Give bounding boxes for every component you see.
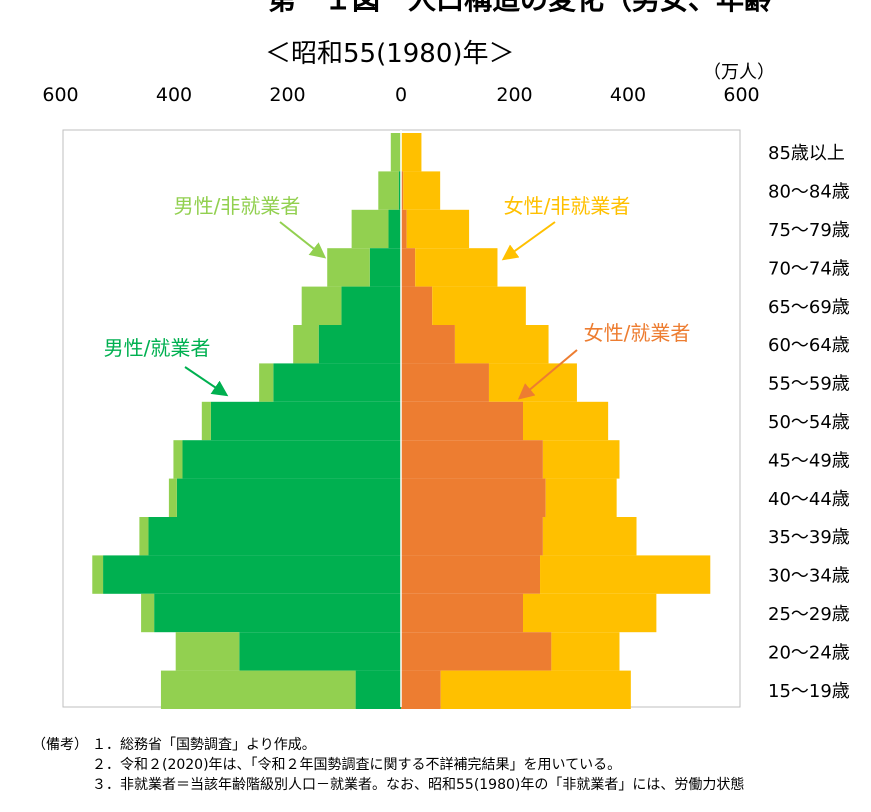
bar-female-employed [401, 363, 489, 402]
bar-male-nonemployed [327, 248, 370, 287]
x-tick-label: 400 [156, 84, 192, 106]
x-tick-label: 400 [610, 84, 646, 106]
bar-female-nonemployed [488, 363, 577, 402]
y-tick-label: 80～84歳 [768, 182, 850, 203]
y-tick-label: 35～39歳 [768, 527, 850, 548]
bar-male-employed [273, 363, 401, 402]
note-1: １．総務省「国勢調査」より作成。 [92, 737, 316, 753]
bar-female-nonemployed [454, 325, 549, 364]
bar-male-nonemployed [175, 632, 240, 671]
bar-female-nonemployed [440, 670, 631, 709]
bar-male-employed [210, 401, 401, 441]
bar-female-employed [401, 593, 524, 633]
bar-female-employed [401, 401, 524, 441]
bar-male-employed [182, 440, 401, 479]
y-tick-label: 70～74歳 [768, 258, 850, 279]
y-tick-label: 40～44歳 [768, 489, 850, 510]
bar-male-nonemployed [160, 670, 356, 709]
x-tick-label: 600 [723, 84, 759, 106]
bar-male-nonemployed [168, 478, 177, 517]
y-tick-label: 15～19歳 [768, 681, 850, 702]
bar-female-employed [401, 209, 407, 249]
bar-female-nonemployed [432, 286, 526, 325]
bar-female-nonemployed [403, 171, 441, 210]
y-tick-label: 20～24歳 [768, 642, 850, 663]
annotation-label: 男性/非就業者 [174, 194, 301, 218]
bar-female-employed [401, 478, 546, 517]
bar-male-nonemployed [390, 133, 401, 172]
bar-male-employed [398, 171, 401, 210]
bar-male-nonemployed [293, 325, 319, 364]
x-tick-label: 0 [395, 84, 407, 106]
bar-male-nonemployed [92, 555, 104, 594]
annotation-label: 女性/非就業者 [504, 194, 631, 218]
y-tick-label: 75～79歳 [768, 220, 850, 241]
bar-female-employed [401, 286, 433, 325]
notes-label: （備考） [32, 737, 88, 753]
y-tick-label: 45～49歳 [768, 450, 850, 471]
annotation-arrow [279, 221, 327, 259]
bar-male-employed [318, 325, 401, 364]
y-tick-label: 60～64歳 [768, 335, 850, 356]
population-pyramid-chart: 600 400 200 0 200 400 600 85歳以上 80～84歳 75～79歳 70～… [42, 84, 850, 709]
y-tick-label: 50～54歳 [768, 412, 850, 433]
x-tick-label: 600 [42, 84, 78, 106]
bar-male-employed [369, 248, 401, 287]
x-tick-label: 200 [496, 84, 532, 106]
bar-male-nonemployed [301, 286, 342, 325]
bar-male-employed [148, 517, 401, 556]
bar-male-employed [239, 632, 401, 671]
annotation-arrow [184, 366, 229, 397]
bar-male-employed [103, 555, 401, 594]
bar-male-nonemployed [173, 440, 183, 479]
y-tick-label: 30～34歳 [768, 566, 850, 587]
bar-male-employed [154, 593, 401, 633]
bar-male-nonemployed [259, 363, 274, 402]
y-tick-label: 55～59歳 [768, 374, 850, 395]
bar-male-nonemployed [378, 171, 399, 210]
annotation-label: 女性/就業者 [584, 321, 691, 345]
bar-female-nonemployed [523, 593, 657, 633]
bar-female-nonemployed [551, 632, 620, 671]
annotation-arrow [501, 221, 556, 261]
notes: （備考） １．総務省「国勢調査」より作成。 ２．令和２(2020)年は、「令和２年… [32, 735, 744, 795]
annotation-label: 男性/就業者 [104, 336, 211, 360]
bar-male-employed [355, 670, 401, 709]
bar-female-nonemployed [415, 248, 498, 287]
bar-female-nonemployed [542, 517, 637, 556]
bar-female-employed [401, 248, 416, 287]
unit-label: （万人） [703, 62, 775, 83]
bar-male-nonemployed [351, 209, 389, 249]
bar-female-employed [401, 440, 543, 479]
chart-title: 第 １図 人口構造の変化（男女、年齢 [268, 0, 772, 18]
bar-female-nonemployed [406, 209, 470, 249]
bar-male-nonemployed [139, 517, 149, 556]
bar-male-employed [341, 286, 401, 325]
bar-female-nonemployed [523, 401, 609, 441]
bar-female-employed [401, 325, 455, 364]
bar-female-employed [401, 517, 543, 556]
bar-female-employed [401, 632, 552, 671]
x-tick-label: 200 [269, 84, 305, 106]
y-tick-label: 65～69歳 [768, 297, 850, 318]
y-tick-label: 25～29歳 [768, 604, 850, 625]
note-3: ３．非就業者＝当該年齢階級別人口－就業者。なお、昭和55(1980)年の「非就業… [92, 777, 745, 793]
bar-male-employed [388, 209, 401, 249]
bar-female-employed [401, 670, 441, 709]
bar-female-employed [401, 171, 404, 210]
bar-male-employed [176, 478, 401, 517]
y-tick-label: 85歳以上 [768, 143, 845, 164]
bar-female-nonemployed [401, 133, 422, 172]
bar-female-nonemployed [540, 555, 711, 594]
bar-female-employed [401, 555, 541, 594]
chart-subtitle: ＜昭和55(1980)年＞ [265, 39, 515, 69]
note-2: ２．令和２(2020)年は、「令和２年国勢調査に関する不詳補完結果」を用いている… [92, 757, 622, 773]
bar-female-nonemployed [542, 440, 620, 479]
bar-male-nonemployed [141, 593, 155, 633]
annotation-arrow [517, 349, 578, 400]
bar-male-nonemployed [201, 401, 211, 441]
bar-female-nonemployed [545, 478, 617, 517]
